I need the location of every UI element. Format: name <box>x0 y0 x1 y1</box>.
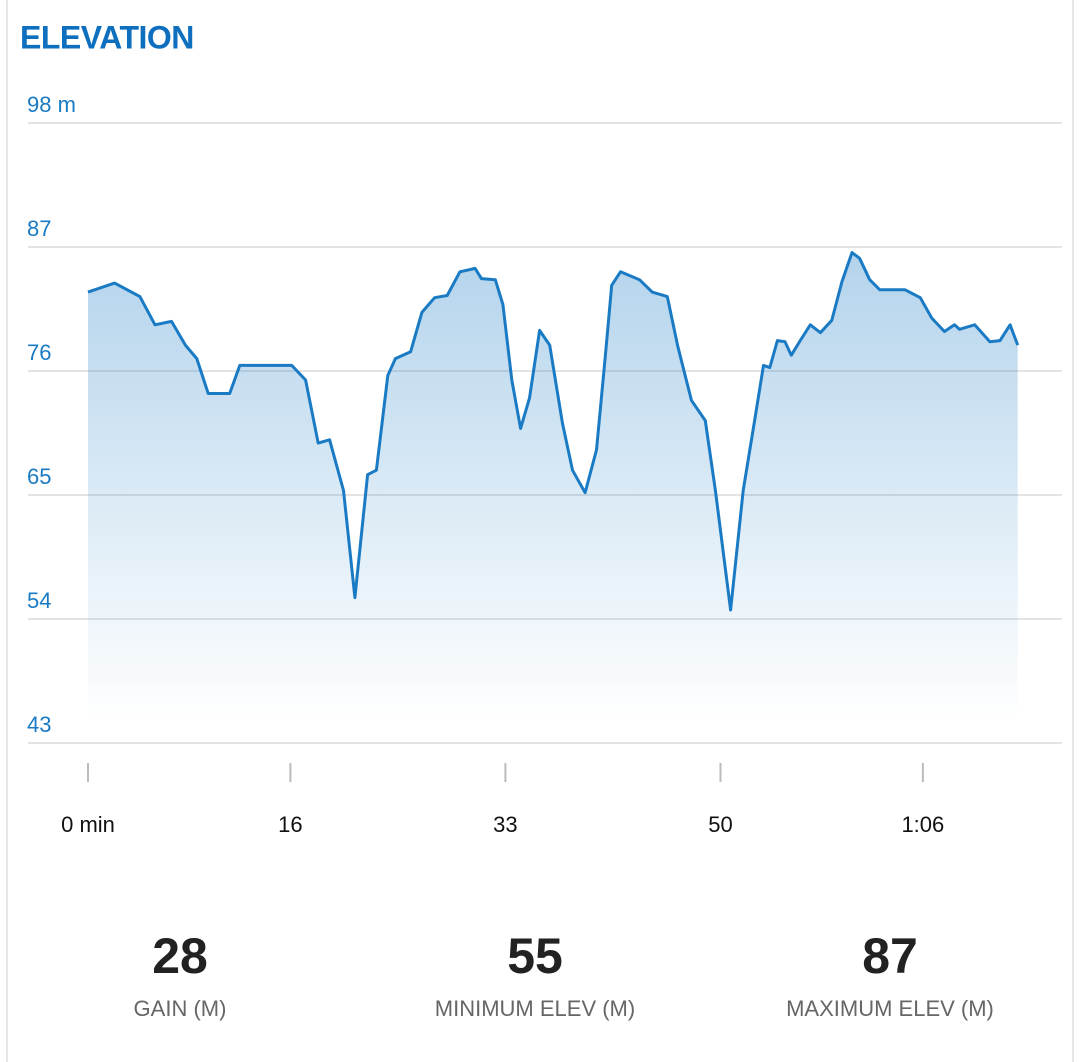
y-tick-label: 98 m <box>27 92 76 117</box>
stat-label: MAXIMUM ELEV (M) <box>786 996 994 1021</box>
area-fill <box>88 252 1018 723</box>
y-tick-label: 87 <box>27 216 51 241</box>
y-tick-label: 65 <box>27 464 51 489</box>
stat-value: 55 <box>507 928 563 984</box>
y-tick-label: 54 <box>27 588 51 613</box>
y-tick-label: 43 <box>27 712 51 737</box>
elevation-line <box>87 251 1020 612</box>
stat-label: MINIMUM ELEV (M) <box>435 996 635 1021</box>
stat-label: GAIN (M) <box>134 996 227 1021</box>
x-tick-label: 33 <box>493 812 517 837</box>
x-tick-label: 0 min <box>61 812 115 837</box>
chart-title: ELEVATION <box>20 19 194 55</box>
y-tick-label: 76 <box>27 340 51 365</box>
x-tick-label: 16 <box>278 812 302 837</box>
x-tick-label: 1:06 <box>901 812 944 837</box>
stat-value: 28 <box>152 928 208 984</box>
x-tick-label: 50 <box>708 812 732 837</box>
stat-value: 87 <box>862 928 918 984</box>
